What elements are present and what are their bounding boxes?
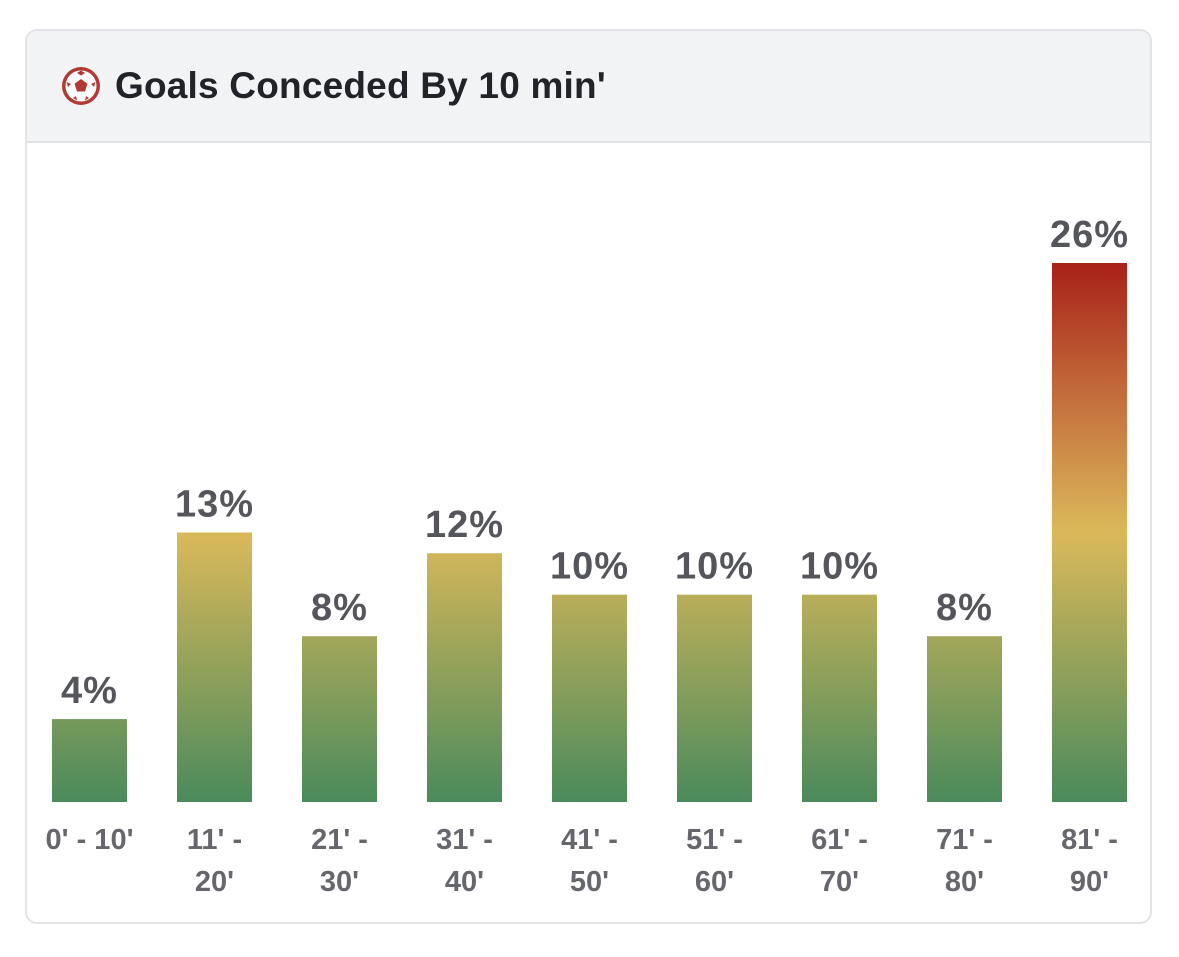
bar-5 [677, 594, 752, 802]
category-label-5-0: 51' - [686, 824, 743, 856]
card-title: Goals Conceded By 10 min' [115, 65, 606, 106]
bar-1 [177, 532, 252, 802]
category-label-6-0: 61' - [811, 824, 868, 856]
category-label-7-1: 80' [945, 866, 984, 898]
category-label-5-1: 60' [695, 866, 734, 898]
category-label-3-0: 31' - [436, 824, 493, 856]
category-label-4-1: 50' [570, 866, 609, 898]
card-header: Goals Conceded By 10 min' [27, 31, 1150, 143]
category-label-8-0: 81' - [1061, 824, 1118, 856]
category-label-6-1: 70' [820, 866, 859, 898]
category-label-2-1: 30' [320, 866, 359, 898]
bar-value-label-0: 4% [61, 670, 118, 712]
bar-0 [52, 719, 127, 802]
bar-6 [802, 594, 877, 802]
soccer-ball-icon [62, 67, 100, 105]
category-label-7-0: 71' - [936, 824, 993, 856]
bar-3 [427, 553, 502, 802]
category-label-1-0: 11' - [187, 824, 242, 856]
category-label-2-0: 21' - [311, 824, 368, 856]
bar-value-label-6: 10% [800, 546, 879, 588]
bar-7 [927, 636, 1002, 802]
bar-value-label-7: 8% [936, 587, 993, 629]
bar-2 [302, 636, 377, 802]
bar-value-label-1: 13% [175, 484, 254, 526]
category-label-4-0: 41' - [561, 824, 618, 856]
bar-value-label-4: 10% [550, 546, 629, 588]
bar-value-label-3: 12% [425, 504, 504, 546]
category-label-8-1: 90' [1070, 866, 1109, 898]
bar-value-label-2: 8% [311, 587, 368, 629]
bar-value-label-8: 26% [1050, 214, 1129, 256]
category-label-3-1: 40' [445, 866, 484, 898]
category-label-0-0: 0' - 10' [46, 824, 134, 856]
category-label-1-1: 20' [195, 866, 234, 898]
bar-value-label-5: 10% [675, 546, 754, 588]
bar-4 [552, 594, 627, 802]
bar-8 [1052, 263, 1127, 802]
